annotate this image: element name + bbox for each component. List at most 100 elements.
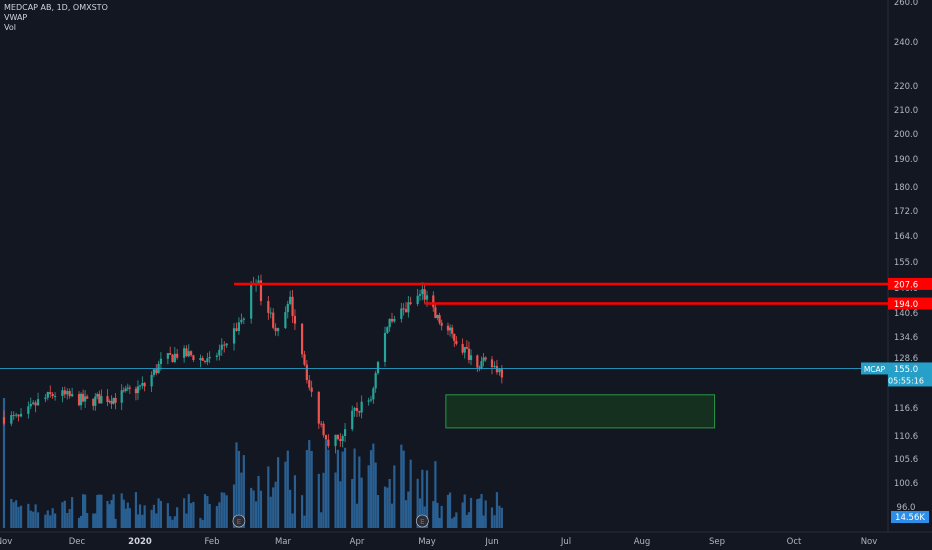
earnings-marker[interactable]: E [232,514,246,528]
candle-body [124,388,127,391]
volume-bar [274,481,277,528]
volume-bar [237,450,241,528]
volume-bar [157,498,160,528]
candle-body [286,303,289,313]
candle-body [484,357,487,360]
price-label-text: 207.6 [894,280,918,290]
volume-bar [336,449,340,528]
price-tick-label: 116.6 [894,404,918,414]
volume-bar [220,492,223,528]
price-tick-label: 190.0 [894,155,918,165]
volume-bar [267,466,270,528]
candle-body [498,369,501,373]
earnings-marker[interactable]: E [416,514,429,528]
volume-bar [110,500,113,528]
volume-bar [434,461,437,528]
time-tick-label: Jun [484,537,498,547]
volume-bar [12,502,15,528]
candle-body [423,289,426,300]
volume-bar [293,475,297,528]
candle-body [71,394,74,397]
candle-body [465,347,468,349]
candle-body [44,397,47,400]
volume-bar [467,512,471,528]
time-tick-label: Mar [275,537,292,547]
countdown-timer: 05:55:16 [888,376,924,385]
vwap-indicator-label[interactable]: VWAP [4,13,28,22]
last-price-bg [888,362,932,387]
candle-body [500,369,503,378]
volume-bar [257,476,260,528]
volume-bar [367,465,370,528]
volume-bar [71,497,74,528]
volume-bar [54,513,57,528]
volume-bar [240,472,243,528]
candle-body [493,365,496,368]
volume-bar [351,478,354,528]
candle-body [358,410,361,413]
price-tick-label: 96.0 [897,503,916,513]
candle-body [126,387,129,389]
volume-bar [300,495,304,528]
volume-bar [388,478,391,528]
candle-body [136,386,140,394]
price-tick-label: 100.6 [894,479,918,489]
candle-body [106,396,109,402]
price-tick-label: 260.0 [894,0,918,8]
volume-bar [404,500,408,528]
candle-body [169,353,172,355]
candle-body [120,390,123,403]
candle-body [351,410,354,430]
candle-body [390,318,394,322]
volume-bar [455,512,458,528]
volume-bar [490,507,494,528]
symbol-title[interactable]: MEDCAP AB, 1D, OMXSTO [4,3,108,12]
volume-bar [308,440,311,528]
volume-bar [400,444,403,528]
time-axis-ticks: Nov Dec 2020 Feb Mar Apr May Jun Jul Aug Sep Oct Nov [0,537,877,547]
time-tick-label: Nov [861,537,878,547]
volume-bar [478,498,481,528]
volume-bar [10,498,13,528]
volume-indicator-label[interactable]: Vol [4,23,16,32]
volume-bar [15,500,18,528]
volume-label-text: 14.56K [895,513,925,523]
candle-body [79,393,83,406]
candle-body [308,380,311,388]
candle-body [237,322,241,331]
candle-body [54,395,57,397]
volume-bar [254,501,258,528]
candle-body [339,439,342,441]
candles [2,274,503,454]
volume-bar [469,497,473,528]
candle-body [166,353,169,359]
candle-body [386,327,389,333]
volume-bar [122,499,125,528]
volume-bar [463,494,466,528]
volume-bar [68,509,71,528]
volume-bar [250,487,253,528]
candle-body [173,353,176,362]
volume-bar [461,502,464,528]
candle-body [327,439,330,447]
volume-bar [334,472,337,528]
candle-body [189,351,193,356]
candle-body [199,358,202,360]
volume-bar [185,513,188,528]
volume-bar [155,513,158,528]
volume-bar [36,512,40,528]
volume-bar [128,508,131,528]
volume-bar [171,519,174,528]
volume-bar [436,502,439,528]
price-label-bg [888,297,932,310]
volume-bar [114,518,117,528]
volume-bar [272,487,275,528]
volume-bar [498,505,501,528]
candle-body [446,325,450,331]
volume-bar [322,472,325,528]
volume-bar [141,514,144,528]
price-tick-label: 220.0 [894,82,918,92]
price-tick-label: 164.0 [894,232,918,242]
candle-body [94,396,97,406]
